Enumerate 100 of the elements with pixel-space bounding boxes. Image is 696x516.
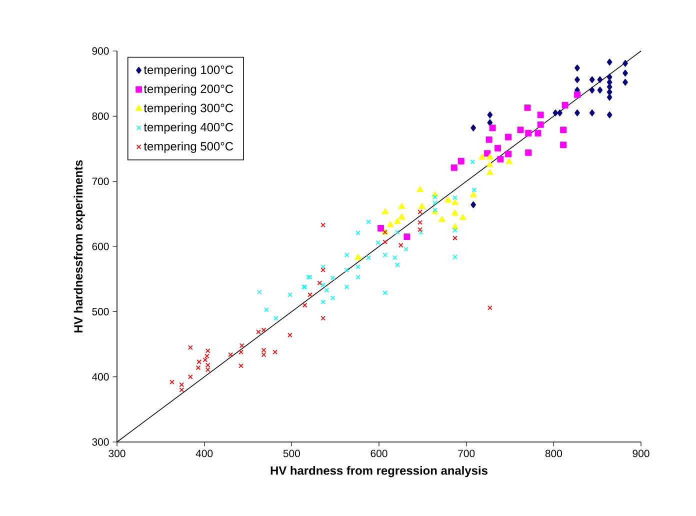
point bbox=[320, 316, 326, 321]
point bbox=[204, 354, 210, 358]
point bbox=[394, 262, 400, 268]
point bbox=[452, 199, 458, 205]
point bbox=[486, 153, 494, 160]
point bbox=[356, 230, 360, 236]
point bbox=[261, 348, 266, 353]
point bbox=[506, 158, 513, 164]
y-tick-label: 500 bbox=[92, 308, 109, 316]
point bbox=[382, 208, 388, 214]
point bbox=[606, 111, 612, 118]
point bbox=[261, 352, 266, 358]
point bbox=[487, 111, 493, 118]
x-axis-title: HV hardness from regression analysis bbox=[270, 466, 488, 478]
y-tick-label: 700 bbox=[92, 178, 109, 186]
point bbox=[574, 91, 580, 98]
point bbox=[196, 365, 201, 370]
point bbox=[344, 268, 350, 272]
point bbox=[418, 227, 422, 232]
point bbox=[418, 220, 422, 225]
point bbox=[228, 352, 233, 358]
point bbox=[418, 210, 422, 214]
point bbox=[452, 228, 458, 233]
point bbox=[418, 202, 426, 209]
point bbox=[557, 109, 562, 116]
point bbox=[444, 196, 452, 202]
point bbox=[438, 216, 446, 222]
x-tick-label: 700 bbox=[458, 450, 475, 458]
point bbox=[272, 350, 278, 354]
point bbox=[378, 225, 384, 232]
point bbox=[606, 88, 612, 96]
point bbox=[486, 169, 494, 176]
legend-label: tempering 100°C bbox=[144, 65, 234, 76]
y-tick-label: 800 bbox=[92, 112, 109, 120]
point bbox=[574, 64, 580, 72]
point bbox=[452, 254, 458, 260]
point bbox=[205, 348, 210, 354]
point bbox=[560, 142, 567, 148]
point bbox=[308, 274, 312, 280]
point bbox=[589, 109, 595, 116]
point bbox=[552, 109, 558, 116]
point bbox=[525, 130, 532, 136]
point bbox=[188, 374, 193, 380]
point bbox=[505, 134, 512, 140]
point bbox=[489, 124, 496, 132]
point bbox=[330, 296, 336, 300]
point bbox=[188, 345, 193, 350]
point bbox=[486, 161, 494, 168]
x-tick-label: 800 bbox=[545, 450, 562, 458]
point bbox=[452, 236, 458, 240]
y-axis-title: HV hardnessfrom experiments bbox=[74, 160, 85, 332]
point bbox=[264, 307, 269, 312]
point bbox=[320, 264, 326, 270]
point bbox=[470, 191, 477, 198]
point bbox=[256, 290, 262, 295]
point bbox=[344, 252, 350, 258]
point bbox=[418, 230, 424, 235]
point bbox=[382, 290, 388, 296]
point bbox=[560, 126, 567, 134]
point bbox=[398, 202, 406, 209]
point bbox=[320, 282, 326, 288]
x-tick-label: 500 bbox=[283, 450, 300, 458]
point bbox=[320, 268, 326, 272]
point bbox=[606, 74, 612, 81]
point bbox=[452, 223, 458, 230]
point bbox=[344, 284, 350, 290]
point bbox=[302, 302, 308, 308]
point bbox=[487, 305, 492, 310]
legend-label: tempering 300°C bbox=[144, 103, 234, 115]
point bbox=[330, 275, 336, 280]
point bbox=[239, 343, 244, 348]
point bbox=[622, 60, 628, 67]
point bbox=[452, 209, 458, 216]
point bbox=[238, 363, 244, 368]
x-tick-label: 400 bbox=[196, 450, 213, 458]
point bbox=[470, 124, 476, 132]
x-tick-label: 900 bbox=[632, 450, 650, 458]
point bbox=[487, 119, 493, 126]
point bbox=[404, 246, 408, 252]
point bbox=[288, 292, 292, 298]
point bbox=[459, 214, 466, 220]
point bbox=[404, 233, 410, 240]
point bbox=[366, 219, 371, 224]
legend-label: tempering 200°C bbox=[144, 84, 234, 96]
point bbox=[486, 136, 492, 143]
y-tick-label: 400 bbox=[92, 373, 109, 381]
legend-label: tempering 400°C bbox=[144, 122, 234, 134]
point bbox=[394, 230, 400, 235]
point bbox=[478, 153, 486, 160]
y-tick-label: 300 bbox=[92, 438, 109, 446]
point bbox=[589, 86, 595, 94]
point bbox=[517, 126, 524, 134]
point bbox=[432, 200, 438, 206]
point bbox=[398, 213, 406, 220]
point bbox=[524, 104, 531, 111]
point bbox=[574, 76, 580, 84]
point bbox=[356, 274, 360, 280]
point bbox=[597, 76, 603, 84]
point bbox=[470, 159, 475, 164]
point bbox=[382, 252, 388, 258]
